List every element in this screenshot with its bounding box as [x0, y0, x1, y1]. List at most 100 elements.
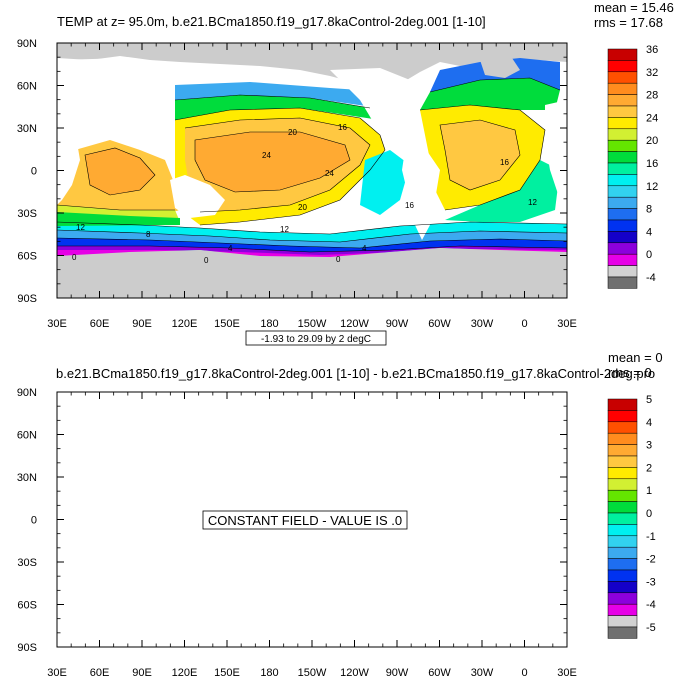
panel-top-rms: rms = 17.68: [594, 15, 663, 30]
contour-label: 24: [325, 169, 334, 178]
panel-top-map: 20 16 24 24 20 16 12 12 8 4 0 0 0 4 12 1…: [57, 43, 567, 298]
panel-top-y-tick-labels: 90N 60N 30N 0 30S 60S 90S: [17, 38, 37, 305]
contour-label: 16: [500, 158, 509, 167]
x-tick-label: 30W: [471, 318, 494, 330]
africa-east-land: [57, 120, 80, 205]
x-tick-label: 60E: [90, 667, 110, 679]
colorbar-box: [607, 581, 638, 594]
panel-bottom-x-tick-labels: 30E 60E 90E 120E 150E 180 150W 120W 90W 60W 30W 0 30…: [47, 667, 577, 679]
panel-top-title: TEMP at z= 95.0m, b.e21.BCma1850.f19_g17…: [57, 14, 486, 29]
colorbar-box: [607, 444, 638, 457]
colorbar-box: [607, 501, 638, 514]
panel-top-ticks: [56, 42, 568, 299]
x-tick-label: 60W: [428, 667, 451, 679]
colorbar-box: [607, 276, 638, 289]
contour-info-text: -1.93 to 29.09 by 2 degC: [261, 334, 371, 345]
colorbar-label: 5: [646, 394, 652, 406]
colorbar-box: [607, 421, 638, 434]
colorbar-label: 1: [646, 485, 652, 497]
contour-lines: [57, 77, 567, 253]
y-tick-label: 30N: [17, 472, 37, 484]
panel-top: TEMP at z= 95.0m, b.e21.BCma1850.f19_g17…: [17, 0, 674, 346]
x-tick-label: 120E: [172, 667, 198, 679]
contour-info-box: [245, 330, 387, 346]
colorbar-label: 32: [646, 67, 658, 79]
colorbar-box: [607, 569, 638, 582]
colorbar-label: -1: [646, 531, 656, 543]
colorbar-box: [607, 455, 638, 468]
y-tick-label: 60N: [17, 430, 37, 442]
x-tick-label: 180: [260, 667, 278, 679]
colorbar-box: [607, 128, 638, 141]
x-tick-label: 180: [260, 318, 278, 330]
colorbar-box: [607, 105, 638, 118]
colorbar-box: [607, 512, 638, 525]
colorbar-label: 4: [646, 226, 652, 238]
contour-label: 12: [76, 223, 85, 232]
contour-label: 24: [262, 151, 271, 160]
colorbar-box: [607, 151, 638, 164]
contour-label: 20: [298, 203, 307, 212]
x-tick-label: 120W: [340, 318, 369, 330]
y-tick-label: 0: [31, 166, 37, 178]
x-tick-label: 90W: [386, 318, 409, 330]
colorbar-box: [607, 82, 638, 95]
south-america-land: [402, 148, 440, 240]
colorbar-box: [607, 524, 638, 537]
x-tick-label: 30W: [471, 667, 494, 679]
colorbar-box: [607, 196, 638, 209]
panel-bottom: mean = 0 rms = 0 b.e21.BCma1850.f19_g17.…: [17, 350, 663, 679]
colorbar-label: -2: [646, 554, 656, 566]
colorbar-label: 16: [646, 158, 658, 170]
colorbar-box: [607, 139, 638, 152]
greenland-land: [480, 55, 520, 78]
colorbar-label: 36: [646, 44, 658, 56]
contour-label: 20: [288, 128, 297, 137]
x-tick-label: 90E: [132, 318, 152, 330]
colorbar-box: [607, 546, 638, 559]
x-tick-label: 30E: [47, 318, 67, 330]
colorbar-label: -4: [646, 272, 656, 284]
x-tick-label: 0: [521, 667, 527, 679]
colorbar-box: [607, 432, 638, 445]
constant-field-box: [202, 510, 408, 530]
x-tick-label: 120E: [172, 318, 198, 330]
north-america-land: [330, 68, 420, 140]
panel-bottom-rms: rms = 0: [608, 365, 652, 380]
colorbar-label: 28: [646, 90, 658, 102]
colorbar-box: [607, 265, 638, 278]
panel-bottom-colorbar: [607, 398, 638, 639]
x-tick-label: 90E: [132, 667, 152, 679]
y-tick-label: 90N: [17, 38, 37, 50]
colorbar-label: 20: [646, 135, 658, 147]
colorbar-box: [607, 535, 638, 548]
colorbar-label: -4: [646, 599, 656, 611]
colorbar-box: [607, 615, 638, 628]
contour-label: 12: [280, 225, 289, 234]
contour-label: 16: [405, 201, 414, 210]
colorbar-box: [607, 603, 638, 616]
y-tick-label: 30S: [17, 208, 37, 220]
colorbar-label: 2: [646, 462, 652, 474]
colorbar-box: [607, 626, 638, 639]
y-tick-label: 30N: [17, 123, 37, 135]
colorbar-label: -5: [646, 622, 656, 634]
y-tick-label: 90N: [17, 387, 37, 399]
contour-label: 0: [72, 253, 77, 262]
contour-label: 0: [204, 256, 209, 265]
colorbar-box: [607, 467, 638, 480]
colorbar-box: [607, 185, 638, 198]
colorbar-box: [607, 410, 638, 423]
colorbar-box: [607, 478, 638, 491]
y-tick-label: 60S: [17, 251, 37, 263]
arctic-land: [57, 43, 567, 90]
colorbar-label: 4: [646, 417, 652, 429]
colorbar-box: [607, 162, 638, 175]
x-tick-label: 60W: [428, 318, 451, 330]
contour-label: 4: [228, 244, 233, 253]
eurasia-land: [57, 58, 180, 140]
y-tick-label: 90S: [17, 293, 37, 305]
colorbar-label: -3: [646, 576, 656, 588]
colorbar-label: 0: [646, 508, 652, 520]
